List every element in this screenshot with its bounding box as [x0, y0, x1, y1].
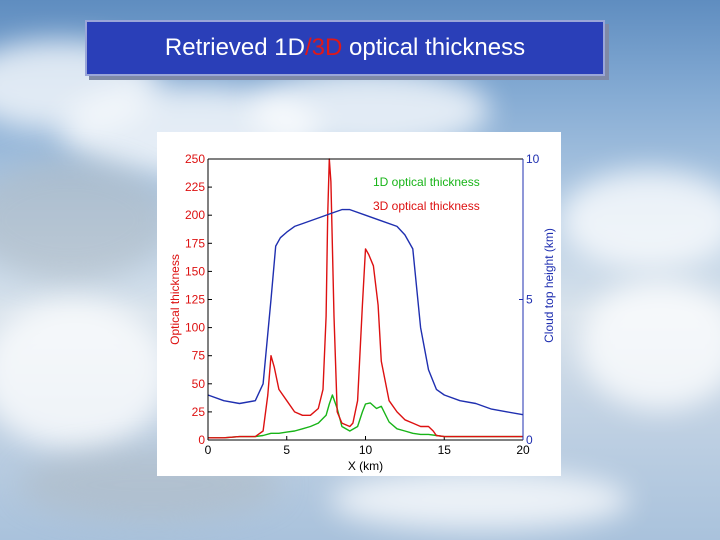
series-1d-line	[208, 394, 523, 439]
y-right-tick-label: 0	[526, 433, 533, 447]
y-left-tick-label: 0	[198, 433, 205, 447]
y-left-tick-label: 200	[185, 208, 205, 222]
y-left-tick-label: 50	[192, 377, 206, 391]
slide-title: Retrieved 1D/3D optical thickness	[85, 20, 605, 76]
y-left-tick-label: 25	[192, 405, 206, 419]
y-right-tick-label: 10	[526, 152, 540, 166]
x-tick-label: 15	[438, 443, 452, 457]
y-right-tick-label: 5	[526, 293, 533, 307]
y-left-tick-label: 250	[185, 152, 205, 166]
y-left-tick-label: 225	[185, 180, 205, 194]
series-cloud-top-line	[207, 208, 524, 416]
y-left-tick-label: 100	[185, 321, 205, 335]
title-part-2: 3D	[311, 34, 343, 61]
y-left-tick-label: 175	[185, 236, 205, 250]
title-slash: /	[304, 34, 312, 61]
x-axis-label: X (km)	[348, 459, 383, 473]
y-axis-label-left: Optical thickness	[168, 254, 182, 345]
x-tick-label: 0	[205, 443, 212, 457]
chart: 0 5 10 15 2002550751001251501752002252500510…	[168, 152, 556, 473]
legend-entry: 3D optical thickness	[373, 199, 480, 213]
y-left-tick-label: 125	[185, 293, 205, 307]
x-tick-label: 5	[283, 443, 290, 457]
legend-entry: 1D optical thickness	[373, 175, 480, 189]
title-part-3: optical thickness	[342, 34, 526, 61]
y-left-tick-label: 150	[185, 264, 205, 278]
x-tick-label: 20	[516, 443, 530, 457]
title-part-1: Retrieved 1D	[164, 34, 305, 61]
figure-panel: 0 5 10 15 20 0 25 50 75 100 125 150 175 200 225 250 0 5 10…	[157, 132, 561, 476]
x-tick-label: 10	[359, 443, 373, 457]
y-left-tick-label: 75	[192, 349, 206, 363]
series-3d-line	[208, 158, 523, 439]
y-axis-label-right: Cloud top height (km)	[542, 228, 556, 343]
